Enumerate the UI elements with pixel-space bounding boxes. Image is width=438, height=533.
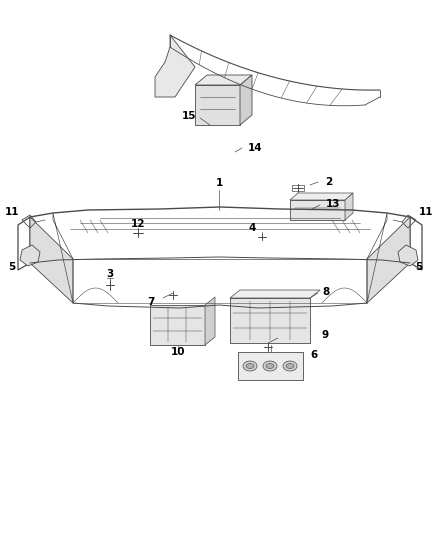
Text: 8: 8: [322, 287, 329, 297]
Polygon shape: [195, 85, 240, 125]
Ellipse shape: [246, 364, 254, 368]
Ellipse shape: [266, 364, 274, 368]
Text: 11: 11: [5, 207, 20, 217]
Text: 11: 11: [418, 207, 433, 217]
Polygon shape: [205, 297, 215, 345]
Polygon shape: [230, 290, 320, 298]
Text: 2: 2: [325, 177, 332, 187]
Text: 13: 13: [326, 199, 340, 209]
Text: 3: 3: [106, 269, 113, 279]
Polygon shape: [30, 217, 73, 303]
Polygon shape: [345, 193, 353, 220]
Ellipse shape: [243, 361, 257, 371]
Polygon shape: [290, 193, 353, 200]
Polygon shape: [240, 75, 252, 125]
Polygon shape: [195, 75, 252, 85]
Polygon shape: [20, 245, 40, 266]
Text: 7: 7: [148, 297, 155, 307]
Polygon shape: [150, 305, 205, 345]
Text: 12: 12: [131, 219, 145, 229]
Text: 4: 4: [248, 223, 256, 233]
Text: 10: 10: [171, 347, 185, 357]
Text: 5: 5: [415, 262, 422, 272]
Text: 15: 15: [181, 111, 196, 121]
Text: 14: 14: [248, 143, 263, 153]
Polygon shape: [367, 217, 410, 303]
Polygon shape: [238, 352, 303, 380]
Text: 9: 9: [322, 330, 329, 340]
Text: 1: 1: [215, 178, 223, 188]
Text: 5: 5: [8, 262, 15, 272]
Bar: [292, 185, 304, 191]
Polygon shape: [155, 35, 195, 97]
Polygon shape: [230, 298, 310, 343]
Polygon shape: [398, 245, 418, 266]
Text: 6: 6: [310, 350, 317, 360]
Ellipse shape: [286, 364, 294, 368]
Ellipse shape: [263, 361, 277, 371]
Polygon shape: [290, 200, 345, 220]
Ellipse shape: [283, 361, 297, 371]
